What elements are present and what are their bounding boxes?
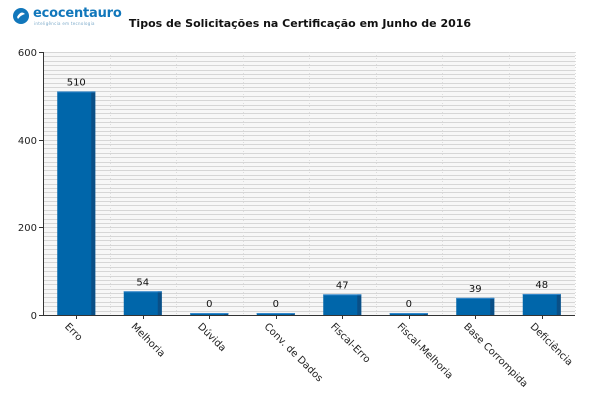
data-label: 39 [469,284,482,295]
bar [522,293,561,315]
data-label: 48 [535,280,548,291]
ecocentauro-logo-icon [13,8,29,24]
data-label: 510 [67,77,86,88]
bar-highlight [522,293,561,295]
data-label: 54 [136,277,149,288]
bar-shade [91,91,96,315]
bar-shade [357,294,362,315]
logo-wordmark: ecocentauro [33,6,122,21]
ecocentauro-logo: ecocentauro inteligência em tecnologia [12,5,172,31]
x-tick-label: Conv. de Dados [262,321,325,384]
bar-highlight [123,291,162,293]
bar [323,294,362,315]
bar-highlight [190,313,229,314]
x-tick-label: Deficiência [528,321,576,369]
bar-highlight [389,313,428,314]
bar [456,297,495,315]
bar [57,91,96,315]
chart-title: Tipos de Solicitações na Certificação em… [128,17,472,30]
bar-highlight [456,297,495,299]
data-label: 47 [336,280,349,291]
x-tick-label: Melhoria [129,321,167,359]
x-tick-label: Fiscal-Melhoria [395,321,455,381]
bar [123,291,162,315]
bar-highlight [57,91,96,93]
bar-shade [556,293,561,315]
logo-tagline: inteligência em tecnologia [34,21,95,26]
bar-highlight [323,294,362,296]
x-tick-label: Base Corrompida [461,321,530,390]
bar-shade [157,291,162,315]
y-tick-label: 0 [31,311,37,322]
data-label: 0 [206,299,212,310]
x-tick-label: Erro [62,321,84,343]
y-tick-label: 400 [18,136,37,147]
x-tick-label: Fiscal-Erro [328,321,372,365]
data-label: 0 [273,299,279,310]
y-tick-label: 200 [18,223,37,234]
x-tick-label: Dúvida [195,321,228,354]
data-label: 0 [406,299,412,310]
bar-highlight [256,313,295,314]
bar-shade [490,297,495,315]
y-tick-label: 600 [18,48,37,59]
